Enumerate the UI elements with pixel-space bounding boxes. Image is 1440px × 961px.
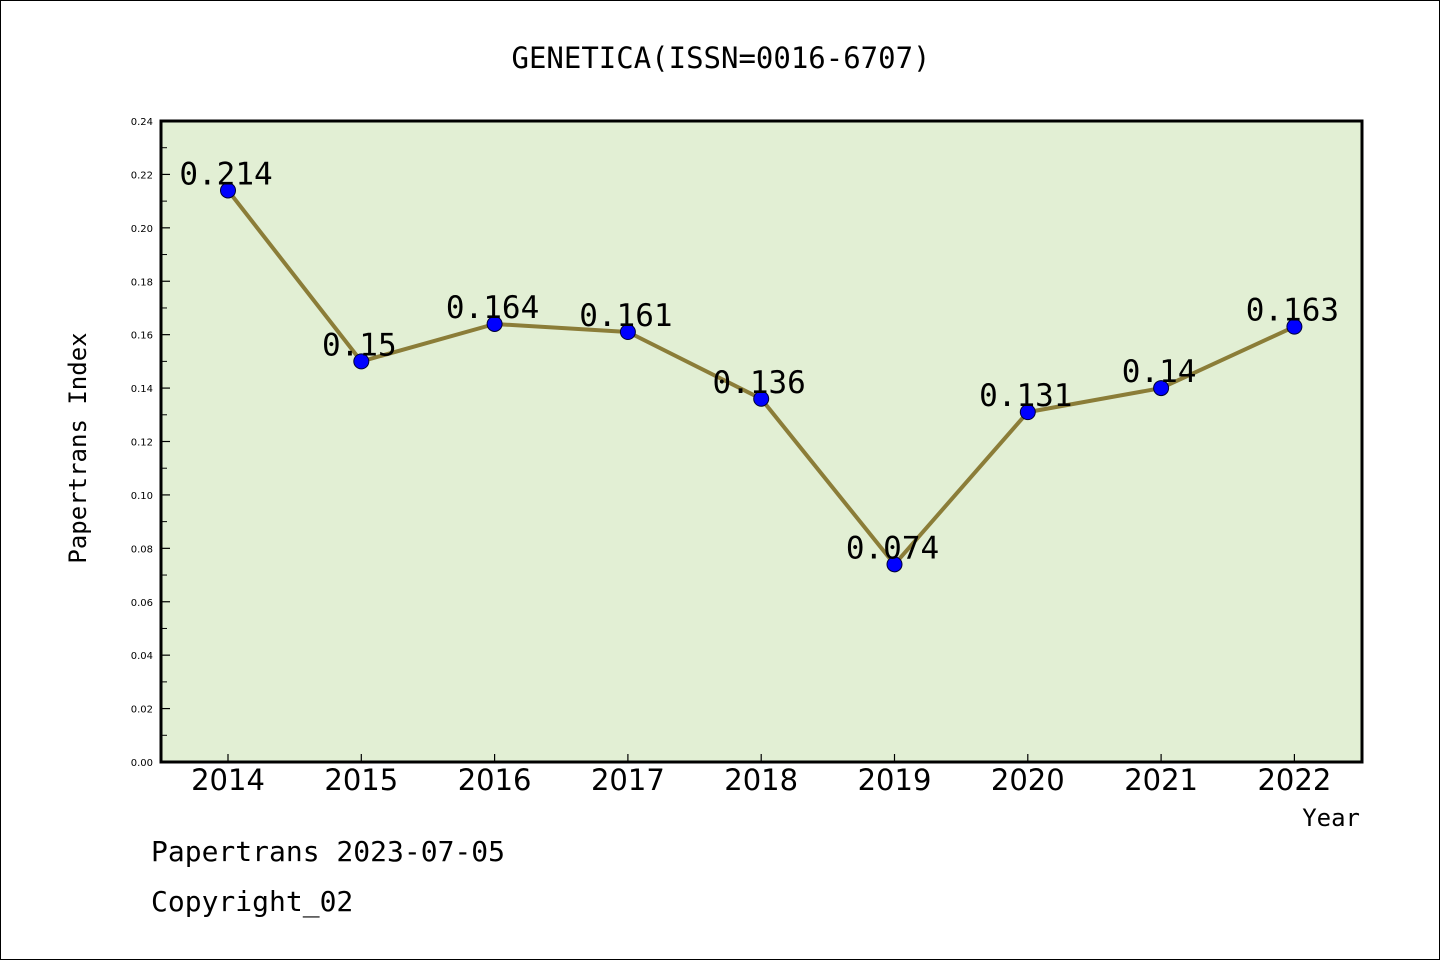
y-tick-label: 0.14 — [131, 384, 153, 395]
data-point — [486, 315, 503, 332]
data-label: 0.074 — [846, 530, 939, 566]
data-label: 0.15 — [322, 327, 397, 363]
footer-copyright-line: Copyright_02 — [151, 885, 354, 918]
data-label: 0.214 — [179, 156, 272, 192]
data-point — [886, 556, 903, 573]
x-tick-label: 2015 — [324, 763, 398, 797]
chart-title: GENETICA(ISSN=0016-6707) — [511, 41, 930, 75]
data-label: 0.161 — [579, 298, 672, 334]
x-tick-label: 2017 — [591, 763, 665, 797]
data-point — [1286, 318, 1303, 335]
data-point — [220, 182, 236, 199]
data-label: 0.131 — [979, 378, 1072, 414]
y-tick-label: 0.00 — [131, 758, 153, 769]
x-tick-label: 2018 — [724, 763, 798, 797]
x-axis-label: Year — [1302, 804, 1360, 832]
x-tick-label: 2014 — [191, 763, 265, 797]
x-tick-label: 2016 — [458, 763, 532, 797]
data-point — [619, 323, 636, 340]
y-tick-label: 0.04 — [131, 651, 153, 662]
data-label: 0.14 — [1122, 354, 1197, 390]
data-label: 0.164 — [446, 290, 539, 326]
y-tick-label: 0.02 — [131, 705, 153, 716]
x-axis: 2014 2015 2016 2017 2018 2019 2020 2021 2022 — [191, 754, 1331, 797]
y-tick-label: 0.16 — [131, 331, 153, 342]
y-tick-label: 0.24 — [131, 117, 153, 128]
series-markers — [220, 182, 1303, 573]
y-axis-label: Papertrans Index — [64, 332, 92, 563]
x-tick-label: 2022 — [1257, 763, 1331, 797]
y-axis: 0.00 0.02 0.04 0.06 0.08 0.10 0.12 0.14 0.16 0.18… — [131, 117, 170, 769]
data-point — [1153, 380, 1170, 397]
y-tick-label: 0.22 — [131, 170, 153, 181]
data-point — [753, 390, 770, 407]
y-tick-label: 0.08 — [131, 544, 153, 555]
x-tick-label: 2021 — [1124, 763, 1198, 797]
y-tick-label: 0.18 — [131, 277, 153, 288]
data-label: 0.136 — [713, 365, 806, 401]
y-tick-label: 0.06 — [131, 598, 153, 609]
x-tick-label: 2019 — [858, 763, 932, 797]
y-tick-label: 0.12 — [131, 438, 153, 449]
data-point — [1019, 404, 1036, 421]
footer-date-line: Papertrans 2023-07-05 — [151, 835, 506, 868]
data-label: 0.163 — [1246, 293, 1339, 329]
y-tick-label: 0.10 — [131, 491, 153, 502]
data-labels: 0.214 0.15 0.164 0.161 0.136 0.074 0.131 0.14 0.… — [179, 156, 1339, 566]
x-tick-label: 2020 — [991, 763, 1065, 797]
y-tick-label: 0.20 — [131, 224, 153, 235]
plot-area — [159, 119, 1364, 764]
data-point — [353, 353, 370, 370]
